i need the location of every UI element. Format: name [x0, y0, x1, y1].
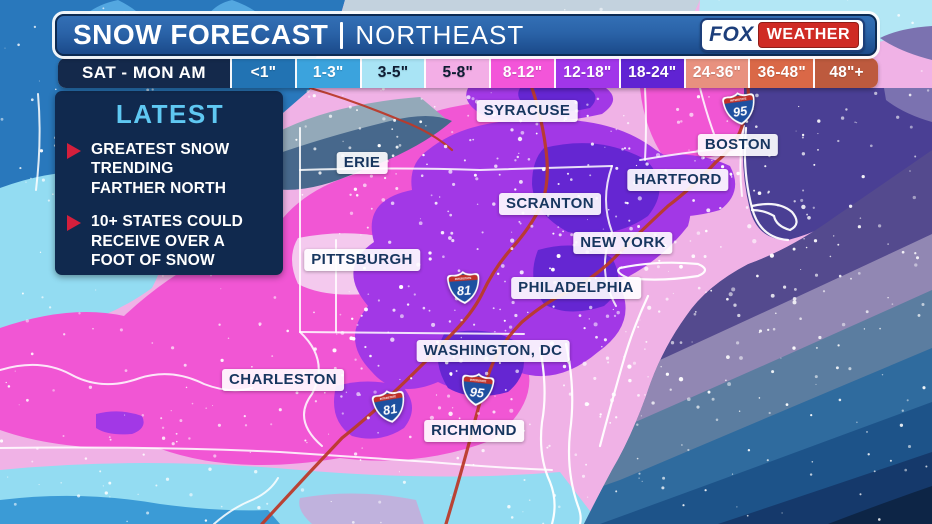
shield-route-number: 81 — [456, 283, 471, 299]
shield-route-number: 81 — [382, 401, 399, 418]
logo-fox-text: FOX — [709, 23, 754, 46]
svg-text:INTERSTATE: INTERSTATE — [470, 378, 487, 384]
header-bar: SNOW FORECAST NORTHEAST FOX WEATHER — [55, 14, 877, 56]
legend-cell-3: 5-8" — [426, 58, 490, 88]
latest-bullet-1-text: GREATEST SNOW TRENDING FARTHER NORTH — [91, 141, 230, 197]
legend-cell-8: 36-48" — [750, 58, 814, 88]
legend-cell-5: 12-18" — [555, 58, 619, 88]
city-label-syracuse: SYRACUSE — [476, 100, 578, 122]
city-label-charleston: CHARLESTON — [222, 369, 344, 391]
latest-title: LATEST — [115, 99, 225, 129]
legend-cell-2: 3-5" — [361, 58, 425, 88]
city-label-philadelphia: PHILADELPHIA — [511, 277, 641, 299]
city-label-richmond: RICHMOND — [424, 420, 524, 442]
legend-timeframe: SAT - MON AM — [58, 58, 230, 88]
legend-categories: <1" 1-3" 3-5" 5-8" 8-12" 12-18" 18-24" 24-36" 36… — [232, 58, 878, 88]
page-title: SNOW FORECAST — [73, 19, 329, 50]
latest-panel: LATEST GREATEST SNOW TRENDING FARTHER NO… — [55, 91, 283, 275]
city-label-washington-dc: WASHINGTON, DC — [416, 340, 570, 362]
legend-cell-6: 18-24" — [620, 58, 684, 88]
legend-cell-4: 8-12" — [491, 58, 554, 88]
bullet-arrow-icon — [67, 143, 81, 159]
shield-route-number: 95 — [469, 384, 486, 400]
title-divider — [340, 21, 344, 49]
city-label-hartford: HARTFORD — [627, 169, 729, 191]
interstate-81-shield: INTERSTATE 81 — [370, 386, 409, 431]
interstate-95-shield: INTERSTATE 95 — [721, 89, 759, 133]
fox-weather-logo: FOX WEATHER — [700, 18, 865, 52]
city-label-erie: ERIE — [336, 152, 388, 174]
city-label-scranton: SCRANTON — [499, 193, 601, 215]
city-label-boston: BOSTON — [697, 134, 779, 156]
legend-cell-9: 48"+ — [815, 58, 878, 88]
svg-text:INTERSTATE: INTERSTATE — [730, 97, 747, 103]
region-subtitle: NORTHEAST — [355, 19, 525, 50]
interstate-shield-icon: INTERSTATE 81 — [446, 271, 480, 304]
legend-cell-0: <1" — [232, 58, 295, 88]
legend-bar: SAT - MON AM <1" 1-3" 3-5" 5-8" 8-12" 12-18" 1… — [58, 58, 878, 88]
interstate-81-shield: INTERSTATE 81 — [446, 269, 482, 311]
svg-text:INTERSTATE: INTERSTATE — [380, 394, 397, 401]
legend-cell-7: 24-36" — [685, 58, 749, 88]
latest-bullet-2: 10+ STATES COULD RECEIVE OVER A FOOT OF … — [67, 212, 273, 270]
logo-weather-text: WEATHER — [757, 22, 859, 48]
city-label-new-york: NEW YORK — [573, 232, 673, 254]
shield-route-number: 95 — [732, 103, 749, 120]
bullet-arrow-icon — [67, 215, 81, 232]
latest-bullet-2-text: 10+ STATES COULD RECEIVE OVER A FOOT OF … — [91, 213, 244, 269]
latest-bullet-1: GREATEST SNOW TRENDING FARTHER NORTH — [67, 140, 273, 198]
legend-cell-1: 1-3" — [296, 58, 360, 88]
svg-text:INTERSTATE: INTERSTATE — [455, 276, 472, 281]
interstate-95-shield: INTERSTATE 95 — [458, 370, 495, 413]
city-label-pittsburgh: PITTSBURGH — [304, 249, 420, 271]
